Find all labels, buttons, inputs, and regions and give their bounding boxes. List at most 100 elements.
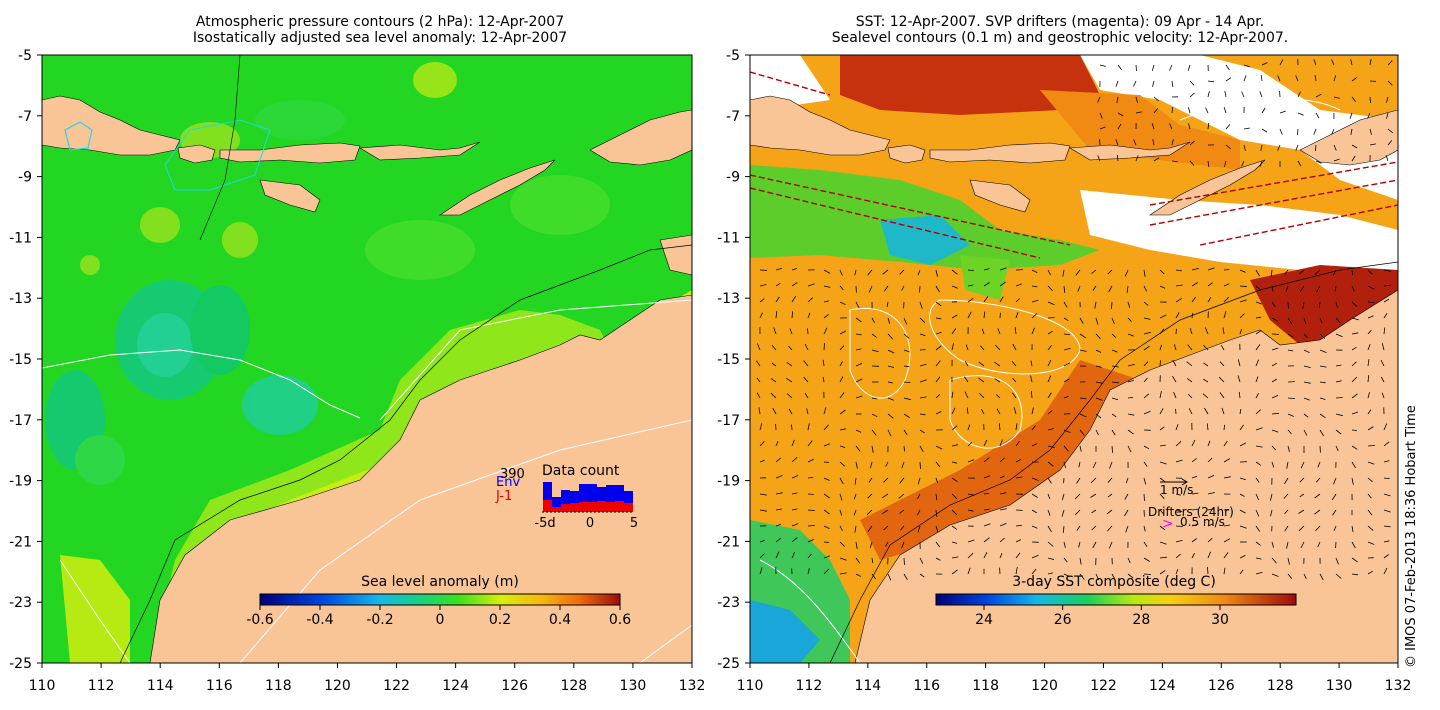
velocity-arrow (951, 461, 958, 464)
velocity-arrow (1313, 128, 1317, 135)
velocity-arrow (1239, 493, 1245, 497)
velocity-arrow (1335, 557, 1339, 565)
velocity-arrow (1319, 573, 1324, 581)
velocity-arrow (1047, 445, 1055, 448)
velocity-arrow (759, 312, 763, 319)
velocity-arrow (919, 413, 926, 416)
velocity-arrow (999, 457, 1005, 463)
velocity-arrow (1013, 407, 1017, 415)
velocity-arrow (1315, 112, 1320, 119)
y-tick-label: -25 (9, 656, 32, 672)
velocity-arrow (807, 568, 810, 575)
velocity-arrow (994, 361, 1001, 367)
sst-colorbar-ticks: 24 26 28 30 (975, 605, 1229, 628)
velocity-arrow (1351, 301, 1358, 307)
velocity-arrow (823, 509, 830, 515)
velocity-arrow (1223, 269, 1230, 271)
velocity-arrow (1223, 296, 1229, 303)
velocity-arrow (1383, 554, 1389, 559)
velocity-arrow (1367, 301, 1375, 303)
velocity-arrow (807, 328, 809, 335)
velocity-arrow (1159, 444, 1166, 447)
velocity-arrow (1351, 525, 1354, 533)
velocity-arrow (1383, 493, 1391, 497)
velocity-arrow (1159, 391, 1162, 399)
velocity-arrow (1207, 282, 1213, 287)
velocity-arrow (899, 509, 905, 514)
y-tick-label: -7 (18, 109, 32, 125)
velocity-arrow (1367, 570, 1373, 575)
velocity-arrow (1297, 128, 1299, 136)
velocity-arrow (978, 361, 985, 367)
velocity-arrow (901, 285, 905, 291)
velocity-arrow (1367, 493, 1372, 499)
x-tick-label: 126 (1208, 678, 1235, 694)
velocity-arrow (919, 301, 923, 309)
velocity-arrow (775, 296, 780, 303)
velocity-arrow (1097, 96, 1101, 103)
velocity-arrow (807, 509, 815, 511)
velocity-arrow (1159, 328, 1165, 335)
velocity-arrow (1351, 155, 1356, 162)
velocity-arrow (1297, 112, 1304, 116)
velocity-arrow (1383, 284, 1391, 287)
right-panel-title: SST: 12-Apr-2007. SVP drifters (magenta)… (760, 14, 1360, 46)
velocity-arrow (855, 348, 862, 351)
velocity-arrow (775, 492, 783, 495)
velocity-arrow (807, 539, 814, 543)
velocity-arrow (999, 475, 1005, 479)
velocity-arrow (1297, 91, 1301, 98)
velocity-arrow (775, 523, 782, 527)
velocity-arrow (1351, 411, 1359, 415)
velocity-arrow (1127, 380, 1135, 383)
velocity-arrow (1107, 525, 1113, 532)
velocity-arrow (1255, 269, 1260, 277)
velocity-arrow (1261, 128, 1268, 133)
bathy-contour-north (199, 55, 241, 241)
velocity-arrow (1271, 445, 1277, 451)
velocity-arrow (1079, 413, 1087, 418)
velocity-arrow (995, 344, 1001, 351)
velocity-arrow (807, 458, 814, 463)
velocity-arrow (903, 349, 910, 353)
velocity-arrow (1153, 96, 1159, 102)
velocity-arrow (759, 553, 765, 559)
velocity-arrow (1271, 301, 1276, 307)
velocity-arrow (1030, 375, 1033, 383)
velocity-arrow (1387, 140, 1393, 146)
velocity-arrow (997, 328, 1001, 335)
velocity-arrow (935, 331, 942, 335)
left-panel-title: Atmospheric pressure contours (2 hPa): 1… (110, 14, 650, 46)
env-bar (597, 487, 606, 512)
velocity-arrow (1299, 493, 1305, 498)
velocity-arrow (967, 509, 974, 512)
y-tick-label: -7 (726, 109, 740, 125)
velocity-arrow (1315, 93, 1322, 98)
velocity-arrow (951, 556, 959, 559)
velocity-arrow (1159, 408, 1164, 415)
velocity-arrow (1090, 493, 1097, 498)
colorbar-tick-label: 28 (1132, 612, 1150, 628)
sst-colorbar-gradient (935, 593, 1297, 606)
velocity-arrow (1175, 441, 1182, 447)
velocity-arrow (999, 553, 1003, 559)
env-bar (552, 497, 561, 512)
velocity-arrow (1303, 349, 1310, 354)
velocity-arrow (881, 493, 889, 499)
velocity-arrow (1143, 285, 1148, 292)
velocity-arrow (935, 445, 943, 450)
velocity-arrow (1255, 409, 1261, 415)
velocity-arrow (1175, 553, 1181, 559)
velocity-arrow (1259, 91, 1263, 98)
velocity-arrow (1351, 96, 1357, 102)
velocity-arrow (1151, 64, 1155, 71)
velocity-arrow (1239, 442, 1247, 447)
y-tick-label: -5 (726, 48, 740, 64)
velocity-arrow (1191, 538, 1197, 543)
velocity-arrow (1381, 392, 1385, 399)
velocity-arrow (1159, 360, 1161, 367)
x-tick-label: 112 (88, 678, 115, 694)
velocity-arrow (1063, 573, 1070, 577)
velocity-arrow (1333, 477, 1337, 485)
velocity-arrow (1047, 557, 1055, 560)
